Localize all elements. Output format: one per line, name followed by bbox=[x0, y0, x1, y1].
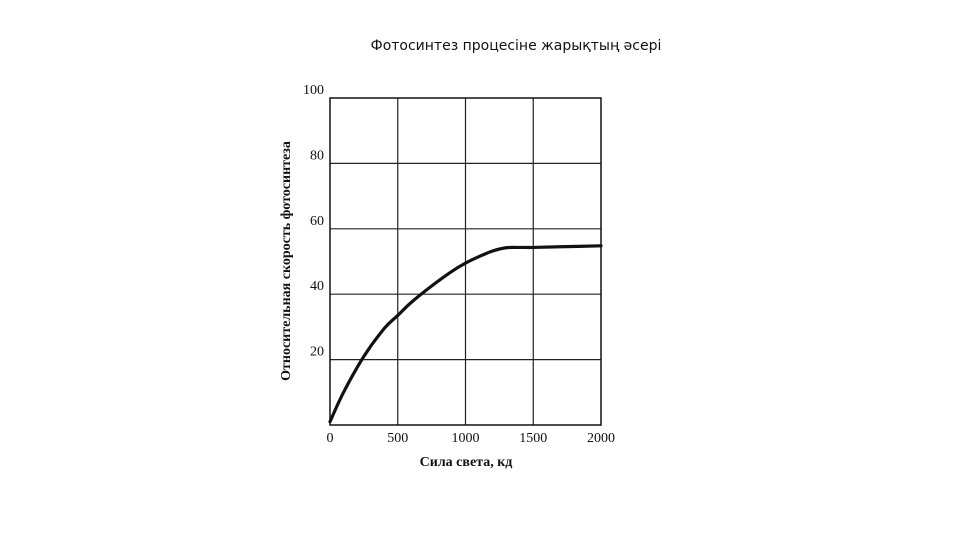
y-tick-label: 20 bbox=[310, 345, 324, 360]
slide-title: Фотосинтез процесіне жарықтың әсері bbox=[370, 38, 662, 54]
x-axis-label: Сила света, кд bbox=[420, 455, 513, 470]
x-tick-label: 0 bbox=[327, 431, 334, 446]
y-tick-label: 60 bbox=[310, 214, 324, 229]
y-tick-label: 100 bbox=[303, 83, 324, 98]
y-tick-label: 80 bbox=[310, 148, 324, 163]
y-axis-label: Относительная скорость фотосинтеза bbox=[279, 141, 294, 381]
x-tick-label: 500 bbox=[387, 431, 408, 446]
plot-frame bbox=[329, 97, 602, 426]
x-tick-label: 1000 bbox=[452, 431, 480, 446]
x-tick-label: 2000 bbox=[587, 431, 615, 446]
y-axis-ticks: 20 40 60 80 100 bbox=[303, 83, 324, 360]
series-line bbox=[328, 244, 603, 424]
x-tick-label: 1500 bbox=[519, 431, 547, 446]
series-layer bbox=[328, 244, 603, 424]
y-tick-label: 40 bbox=[310, 279, 324, 294]
x-axis-ticks: 0 500 1000 1500 2000 bbox=[327, 431, 616, 446]
